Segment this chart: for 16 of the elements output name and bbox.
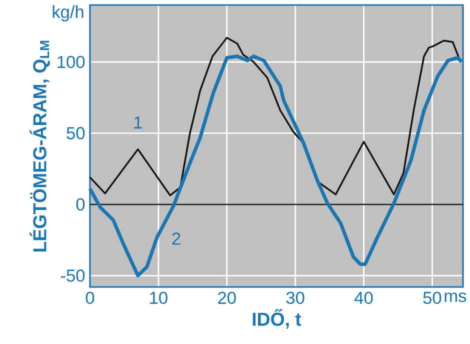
x-tick-label: 40 xyxy=(354,292,373,304)
y-tick-label: 0 xyxy=(76,198,85,211)
x-tick-label: 20 xyxy=(218,292,236,304)
y-tick-label: 50 xyxy=(66,127,85,140)
y-tick-label: 100 xyxy=(58,56,85,68)
text: kg/h xyxy=(52,5,84,22)
series-label: 1 xyxy=(134,116,142,128)
text: ms xyxy=(444,292,466,302)
y-tick-label: -50 xyxy=(61,269,85,282)
series-label: 2 xyxy=(172,232,180,245)
y-axis-title: LÉGTÖMEG-ÁRAM, Q$_{LM}$ xyxy=(30,40,50,252)
x-tick-label: 30 xyxy=(286,292,304,304)
x-tick-label: 0 xyxy=(86,292,94,304)
x-tick-label: 50 xyxy=(423,292,442,304)
x-tick-label: 10 xyxy=(150,292,168,304)
x-axis-title: IDŐ, t xyxy=(252,309,302,329)
